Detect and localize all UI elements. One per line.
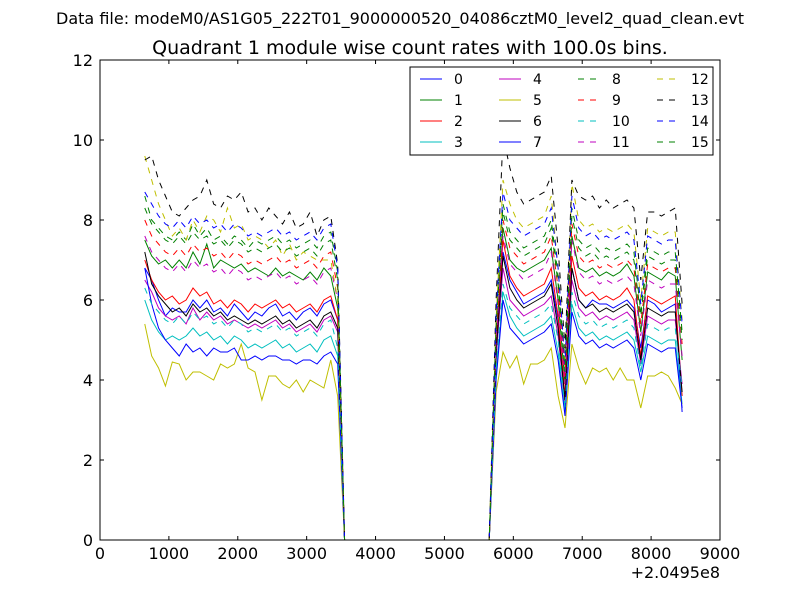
legend-label-12: 12 <box>691 72 709 88</box>
y-tick-label: 2 <box>83 451 93 470</box>
axis-ticks: 0 1000 2000 3000 4000 5000 6000 7000 8000 9000 0 2 4… <box>73 51 741 563</box>
legend-label-5: 5 <box>533 93 542 109</box>
legend-label-11: 11 <box>612 135 630 151</box>
x-tick-label: 2000 <box>217 544 258 563</box>
y-tick-label: 12 <box>73 51 93 70</box>
y-tick-label: 8 <box>83 211 93 230</box>
legend-label-0: 0 <box>454 72 463 88</box>
series-line-5 <box>144 323 683 540</box>
legend-label-4: 4 <box>533 72 542 88</box>
x-tick-label: 9000 <box>700 544 741 563</box>
x-tick-label: 4000 <box>355 544 396 563</box>
legend-label-7: 7 <box>533 135 542 151</box>
x-tick-label: 0 <box>95 544 105 563</box>
x-tick-label: 8000 <box>631 544 672 563</box>
legend-label-2: 2 <box>454 114 463 130</box>
y-tick-label: 6 <box>83 291 93 310</box>
series-layer <box>144 135 683 540</box>
series-line-11 <box>144 235 683 540</box>
series-line-4 <box>144 267 683 540</box>
legend-label-15: 15 <box>691 135 709 151</box>
series-line-12 <box>144 155 683 540</box>
legend-box <box>409 66 714 156</box>
y-tick-label: 0 <box>83 531 93 550</box>
series-line-7 <box>144 267 683 540</box>
legend-label-6: 6 <box>533 114 542 130</box>
x-tick-label: 6000 <box>493 544 534 563</box>
y-tick-label: 10 <box>73 131 93 150</box>
series-line-10 <box>144 283 683 540</box>
series-line-6 <box>144 251 683 540</box>
y-tick-label: 4 <box>83 371 93 390</box>
legend-label-8: 8 <box>612 72 621 88</box>
x-tick-label: 3000 <box>286 544 327 563</box>
series-line-3 <box>144 291 683 540</box>
series-line-2 <box>144 239 683 540</box>
x-tick-label: 7000 <box>562 544 603 563</box>
x-tick-label: 5000 <box>424 544 465 563</box>
x-offset-label: +2.0495e8 <box>631 563 720 582</box>
series-line-14 <box>144 191 683 540</box>
legend-label-10: 10 <box>612 114 630 130</box>
series-line-8 <box>144 195 683 540</box>
chart-title: Quadrant 1 module wise count rates with … <box>152 37 668 59</box>
chart-suptitle: Data file: modeM0/AS1G05_222T01_90000005… <box>56 9 744 29</box>
series-line-15 <box>144 207 683 540</box>
legend-label-9: 9 <box>612 93 621 109</box>
series-line-1 <box>144 227 683 540</box>
series-line-0 <box>144 251 683 540</box>
legend-label-14: 14 <box>691 114 709 130</box>
series-line-9 <box>144 219 683 540</box>
legend-label-1: 1 <box>454 93 463 109</box>
legend-label-3: 3 <box>454 135 463 151</box>
legend-label-13: 13 <box>691 93 709 109</box>
x-tick-label: 1000 <box>149 544 190 563</box>
series-line-13 <box>144 135 683 540</box>
